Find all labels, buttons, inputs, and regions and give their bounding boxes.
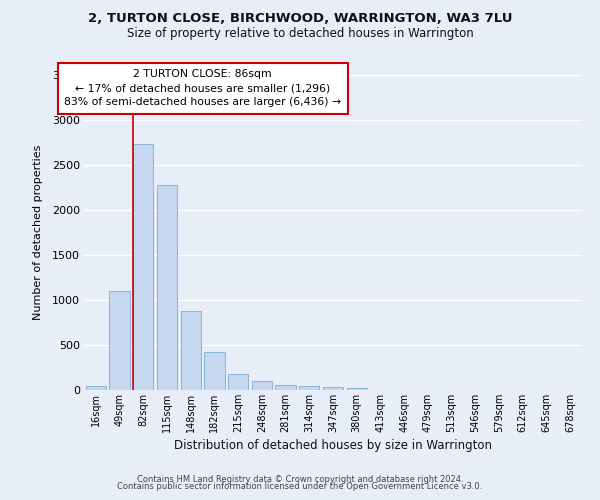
Text: Distribution of detached houses by size in Warrington: Distribution of detached houses by size … — [174, 440, 492, 452]
Bar — [181, 311, 201, 390]
Bar — [299, 386, 319, 390]
Text: Contains public sector information licensed under the Open Government Licence v3: Contains public sector information licen… — [118, 482, 482, 491]
Bar — [86, 386, 106, 390]
Bar — [275, 384, 296, 390]
Bar — [323, 388, 343, 390]
Bar — [252, 381, 272, 390]
Bar — [347, 388, 367, 390]
Text: Size of property relative to detached houses in Warrington: Size of property relative to detached ho… — [127, 28, 473, 40]
Bar — [157, 185, 177, 390]
Text: 2, TURTON CLOSE, BIRCHWOOD, WARRINGTON, WA3 7LU: 2, TURTON CLOSE, BIRCHWOOD, WARRINGTON, … — [88, 12, 512, 26]
Text: 2 TURTON CLOSE: 86sqm
← 17% of detached houses are smaller (1,296)
83% of semi-d: 2 TURTON CLOSE: 86sqm ← 17% of detached … — [64, 70, 341, 108]
Y-axis label: Number of detached properties: Number of detached properties — [34, 145, 43, 320]
Bar — [133, 144, 154, 390]
Bar — [205, 352, 224, 390]
Bar — [109, 291, 130, 390]
Text: Contains HM Land Registry data © Crown copyright and database right 2024.: Contains HM Land Registry data © Crown c… — [137, 475, 463, 484]
Bar — [228, 374, 248, 390]
